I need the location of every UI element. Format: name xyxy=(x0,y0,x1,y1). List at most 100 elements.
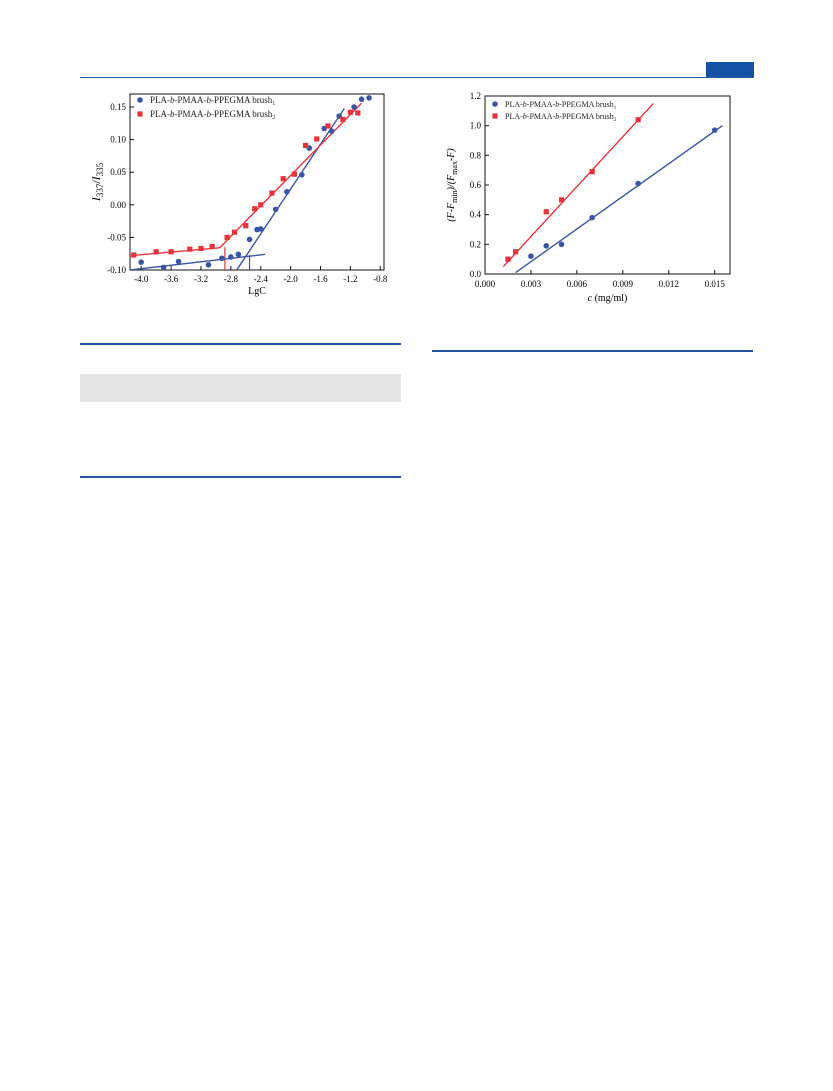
y-tick-label: 1.2 xyxy=(470,91,481,101)
plot-frame xyxy=(129,93,385,271)
journal-header-tab xyxy=(706,62,754,78)
figure-pyrene-ratio-chart: -4.0 -3.6 -3.2 -2.8 -2.4 -2.0 -1.6 -1.2 -0.8 -0.1… xyxy=(89,93,388,297)
data-point xyxy=(302,142,309,149)
data-point xyxy=(589,214,595,221)
data-point xyxy=(198,245,204,252)
data-point xyxy=(258,202,264,208)
data-point xyxy=(138,259,145,265)
data-point xyxy=(528,253,534,259)
x-tick-label: -2.0 xyxy=(283,274,298,284)
x-tick-label: -1.2 xyxy=(343,274,357,284)
data-point xyxy=(246,236,253,243)
data-point xyxy=(219,255,225,262)
x-tick-label: -3.2 xyxy=(194,274,208,284)
data-point xyxy=(153,249,159,255)
data-point xyxy=(137,111,143,117)
figure-fluorescence-binding-chart: 0.000 0.003 0.006 0.009 0.012 0.015 0.0 0.2 0.4 0… xyxy=(446,91,731,304)
table-bottom-rule xyxy=(80,476,401,478)
y-tick-label: 0.00 xyxy=(110,200,126,210)
data-point xyxy=(168,249,174,255)
data-point xyxy=(257,226,264,232)
fit-line xyxy=(219,102,363,249)
data-point xyxy=(635,180,641,187)
plot-area xyxy=(502,102,723,274)
data-point xyxy=(231,229,238,235)
data-point xyxy=(328,128,335,134)
x-tick-label: -2.8 xyxy=(224,274,239,284)
data-point xyxy=(269,190,275,196)
legend-label: PLA-b-PMAA-b-PPEGMA brush2 xyxy=(150,109,275,121)
data-point xyxy=(505,256,511,262)
data-point xyxy=(492,113,498,119)
data-point xyxy=(635,117,641,123)
y-tick-label: 0.15 xyxy=(110,102,126,112)
y-tick-label: 0.0 xyxy=(470,269,482,279)
x-tick-label: -4.0 xyxy=(134,274,149,284)
data-point xyxy=(284,188,290,195)
data-point xyxy=(314,136,320,142)
data-point xyxy=(325,123,331,129)
data-point xyxy=(235,251,242,258)
data-point xyxy=(492,101,498,107)
legend-label: PLA-b-PMAA-b-PPEGMA brush2 xyxy=(505,112,617,123)
data-point xyxy=(347,109,353,115)
fit-line xyxy=(515,125,723,274)
data-point xyxy=(243,223,249,229)
data-point xyxy=(272,206,279,213)
data-point xyxy=(589,169,595,175)
y-axis-label: I337/I335 xyxy=(89,162,105,202)
legend-label: PLA-b-PMAA-b-PPEGMA brush1 xyxy=(150,95,275,107)
y-tick-label: 0.6 xyxy=(470,180,482,190)
y-tick-label: -0.05 xyxy=(107,232,126,242)
data-point xyxy=(209,243,215,250)
fit-line xyxy=(130,253,266,270)
y-axis-label: (F-Fmin)/(Fmax-F) xyxy=(446,148,459,222)
data-point xyxy=(558,241,565,248)
data-point xyxy=(131,252,137,258)
y-tick-label: 0.10 xyxy=(110,135,126,145)
x-tick-label: -1.6 xyxy=(313,274,328,284)
data-point xyxy=(366,95,372,101)
y-tick-label: 1.0 xyxy=(470,121,482,131)
y-tick-label: 0.2 xyxy=(470,239,481,249)
data-point xyxy=(187,246,193,252)
data-point xyxy=(299,172,305,178)
x-tick-label: -2.4 xyxy=(254,274,269,284)
data-point xyxy=(160,264,167,270)
data-point xyxy=(351,104,357,110)
data-point xyxy=(543,243,550,249)
x-axis-label: c (mg/ml) xyxy=(588,293,628,304)
data-point xyxy=(355,110,361,116)
x-tick-label: 0.012 xyxy=(659,279,679,289)
data-point xyxy=(280,176,286,182)
data-point xyxy=(558,197,565,203)
x-tick-label: 0.015 xyxy=(705,279,726,289)
y-tick-label: -0.10 xyxy=(107,265,126,275)
data-point xyxy=(543,209,549,215)
x-tick-label: -0.8 xyxy=(373,274,388,284)
x-axis-label: LgC xyxy=(248,286,266,297)
data-point xyxy=(252,206,258,212)
data-point xyxy=(358,96,365,103)
fit-line xyxy=(130,247,220,257)
fit-line xyxy=(502,102,654,268)
x-tick-label: 0.006 xyxy=(567,279,588,289)
data-point xyxy=(291,171,297,177)
y-tick-label: 0.8 xyxy=(470,150,482,160)
data-point xyxy=(711,127,718,133)
table-top-rule xyxy=(80,343,401,345)
table-header-band xyxy=(80,374,401,402)
x-tick-label: 0.000 xyxy=(475,279,496,289)
plot-area xyxy=(130,95,372,270)
data-point xyxy=(175,258,182,265)
data-point xyxy=(224,234,230,241)
x-tick-label: -3.6 xyxy=(164,274,179,284)
y-tick-label: 0.4 xyxy=(470,210,482,220)
data-point xyxy=(228,254,234,260)
x-tick-label: 0.009 xyxy=(613,279,634,289)
y-tick-label: 0.05 xyxy=(110,167,126,177)
data-point xyxy=(205,261,212,268)
right-column-rule xyxy=(432,350,753,352)
data-point xyxy=(137,97,143,103)
x-tick-label: 0.003 xyxy=(521,279,542,289)
